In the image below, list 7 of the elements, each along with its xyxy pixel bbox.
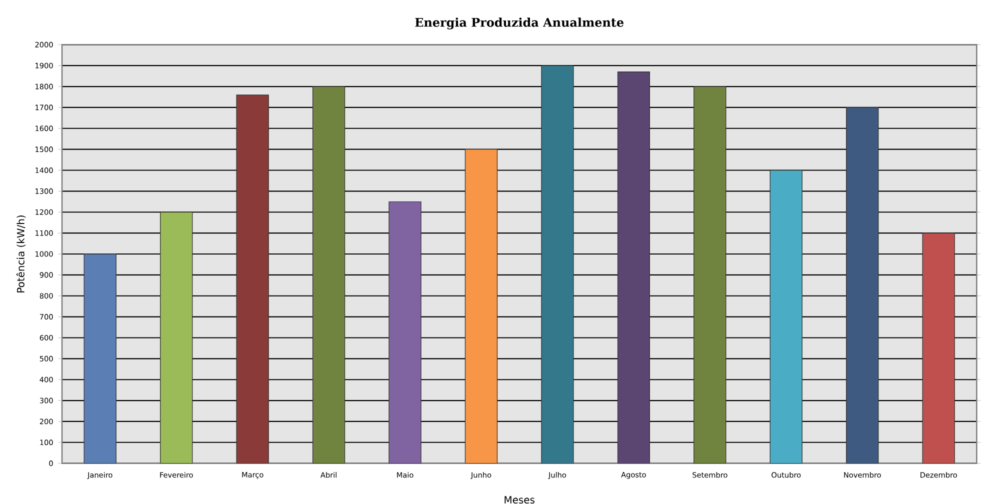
x-axis-title: Meses xyxy=(504,496,534,504)
chart-title: Energia Produzida Anualmente xyxy=(415,18,624,30)
bar xyxy=(617,72,650,464)
bar xyxy=(770,170,802,464)
y-axis-title: Potência (kW/h) xyxy=(16,216,26,292)
bar xyxy=(312,86,346,464)
bar xyxy=(694,86,726,464)
